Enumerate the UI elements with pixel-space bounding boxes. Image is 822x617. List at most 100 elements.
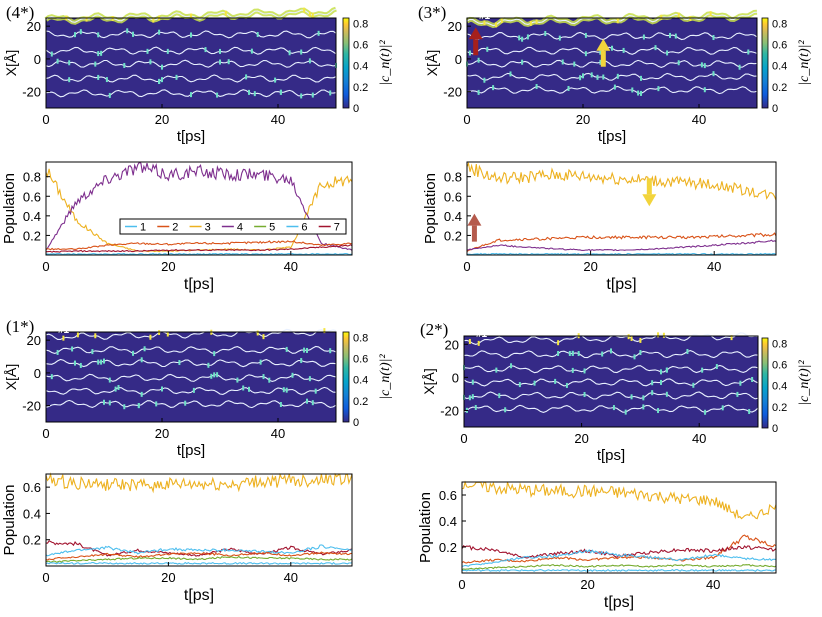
colorbar-tick-label: 0.8 [353,332,368,344]
heatmap-hotspot [474,404,477,410]
population-xtick-label: 0 [42,570,49,585]
colorbar-tick-label: 0.4 [353,61,368,73]
population-xtick-label: 20 [161,570,175,585]
heatmap-hotspot [117,385,120,391]
heatmap-hotspot [568,350,571,356]
heatmap-xlabel: t[ps] [598,128,626,145]
heatmap-hotspot [149,334,152,340]
heatmap-hotspot [630,335,633,341]
heatmap-arrow-shaft [600,50,606,67]
population-series-6 [45,544,353,557]
heatmap-hotspot [300,93,303,99]
population-series-3 [466,161,777,201]
heatmap-hotspot [190,92,192,98]
heatmap-xtick-label: 40 [271,112,285,127]
heatmap-xtick-label: 40 [692,112,706,127]
legend-label-4: 4 [237,222,243,234]
heatmap-hotspot [213,372,216,378]
heatmap-hotspot [300,358,303,364]
heatmap-hotspot [311,12,314,18]
heatmap-ytick-label: 0 [34,52,41,67]
heatmap-hotspot [659,379,662,385]
population-series-5 [461,564,777,571]
population-ylabel: Population [1,485,18,556]
heatmap-hotspot [622,47,625,53]
heatmap-ytick-label: 20 [445,337,459,352]
heatmap-hotspot [669,32,671,38]
legend-label-1: 1 [140,222,146,234]
heatmap-chain-line [466,72,758,82]
heatmap-hotspot [213,351,216,357]
heatmap-hotspot [630,394,633,400]
heatmap-hotspot [639,337,642,343]
heatmap-hotspot [521,59,524,65]
heatmap-hotspot [329,348,332,354]
heatmap-chain-line [45,74,337,83]
heatmap-ytick-label: 0 [34,366,41,381]
heatmap-hotspot [123,62,126,68]
heatmap-hotspot [642,395,645,401]
heatmap-hotspot [715,364,718,370]
heatmap-hotspot [468,395,471,401]
heatmap-hotspot [654,45,657,51]
population-ytick-label: 0.6 [23,189,41,204]
legend-label-3: 3 [205,222,211,234]
heatmap-hotspot [256,32,259,38]
population-xtick-label: 40 [284,259,298,274]
colorbar-label: |c_n(t)|² [378,40,393,86]
heatmap-frame [45,331,337,423]
colorbar-label: |c_n(t)|² [797,40,812,86]
heatmap-hotspot [616,18,619,24]
heatmap-hotspot [573,61,576,67]
heatmap-hotspot [561,59,564,65]
heatmap-arrow-shaft [473,39,479,56]
heatmap-ytick-label: 20 [27,19,41,34]
heatmap-hotspot [471,379,474,385]
colorbar-label: |c_n(t)|² [797,360,812,406]
heatmap-hotspot [62,335,65,341]
heatmap-hotspot [274,77,277,83]
heatmap-hotspot [155,401,158,407]
molecule-marker-label: #1 [58,325,70,336]
heatmap-xlabel: t[ps] [597,447,625,464]
population-arrow-shaft [646,178,652,195]
heatmap-hotspot [94,61,97,67]
heatmap-hotspot [747,49,750,55]
heatmap-hotspot [640,75,642,81]
population-xtick-label: 40 [284,570,298,585]
molecule-marker-label: #1 [479,11,491,22]
heatmap-hotspot [567,85,570,91]
colorbar-tick-label: 0.4 [353,375,368,387]
population-xtick-label: 20 [583,259,597,274]
population-ytick-label: 0.6 [439,488,457,503]
heatmap-hotspot [712,71,715,77]
colorbar [342,331,350,423]
heatmap-ylabel: X[Å] [3,364,19,390]
heatmap-hotspot [730,335,733,341]
heatmap-hotspot [565,382,568,388]
heatmap-hotspot [245,74,248,80]
population-ytick-label: 0.2 [439,540,457,555]
heatmap-hotspot [662,332,665,338]
heatmap-hotspot [498,393,501,399]
population-xlabel: t[ps] [606,276,636,293]
heatmap-hotspot [123,404,126,410]
heatmap-hotspot [692,382,695,388]
heatmap-xtick-label: 20 [155,112,169,127]
heatmap-hotspot [495,367,498,373]
heatmap-hotspot [533,380,536,386]
heatmap-ylabel: X[Å] [424,50,440,76]
heatmap-hotspot [665,367,668,373]
heatmap-hotspot [639,350,642,356]
heatmap-hotspot [751,376,754,382]
colorbar-tick-label: 0.4 [772,381,787,393]
heatmap-hotspot [108,92,111,98]
heatmap-hotspot [613,84,616,90]
heatmap-hotspot [105,77,108,83]
heatmap-hotspot [262,374,265,380]
heatmap-hotspot [282,387,285,393]
heatmap-hotspot [79,362,82,368]
heatmap-hotspot [285,346,288,352]
population-xlabel: t[ps] [184,276,214,293]
